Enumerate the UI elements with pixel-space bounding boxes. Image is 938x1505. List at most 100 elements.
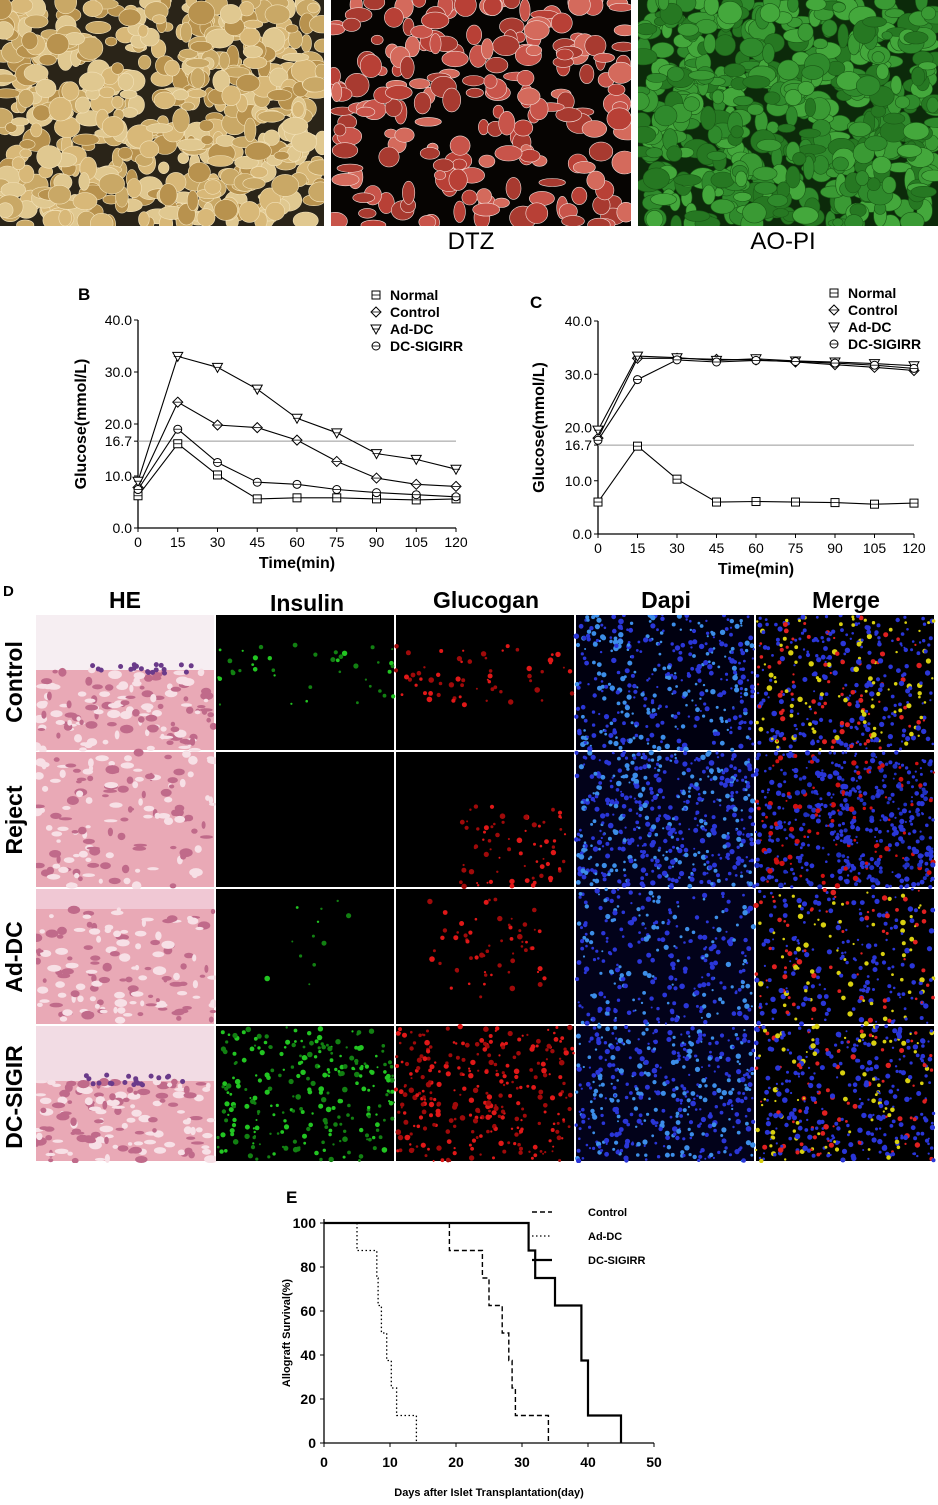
fluorescent-cell [589, 940, 594, 945]
fluorescent-cell [873, 843, 879, 849]
fluorescent-cell [779, 643, 783, 647]
islet-cluster [413, 91, 432, 115]
fluorescent-cell [711, 989, 714, 992]
glucose-chart-c: 0.010.016.720.030.040.00 15 30 45 60 75 90 105 1… [531, 285, 926, 578]
fluorescent-cell [914, 997, 918, 1001]
fluorescent-cell [291, 940, 294, 943]
fluorescent-cell [697, 621, 701, 625]
fluorescent-cell [674, 672, 677, 675]
islet-cluster [137, 24, 149, 38]
fluorescent-cell [817, 884, 823, 890]
fluorescent-cell [707, 664, 713, 670]
fluorescent-cell [687, 715, 691, 718]
fluorescent-cell [649, 996, 654, 1001]
fluorescent-cell [720, 753, 725, 757]
fluorescent-cell [671, 827, 676, 832]
fluorescent-cell [358, 1159, 361, 1162]
fluorescent-cell [390, 664, 395, 669]
tissue-cell [70, 1131, 76, 1135]
islet-cluster [48, 96, 73, 122]
fluorescent-cell [890, 722, 894, 726]
tissue-cell [138, 798, 143, 806]
fluorescent-cell [788, 650, 794, 656]
tissue-cell [126, 1117, 136, 1123]
fluorescent-cell [711, 854, 714, 857]
tissue-cell [122, 1097, 130, 1103]
fluorescent-cell [899, 787, 904, 792]
fluorescent-cell [622, 868, 626, 872]
fluorescent-cell [623, 860, 626, 864]
fluorescent-cell [919, 835, 925, 841]
islet-cluster [82, 0, 103, 18]
fluorescent-cell [743, 958, 748, 964]
islet-cluster [46, 33, 70, 55]
fluorescent-cell [605, 853, 611, 859]
tissue-cell [131, 1109, 142, 1117]
fluorescent-cell [666, 1001, 670, 1005]
fluorescent-cell [816, 739, 820, 743]
tissue-cell [163, 976, 168, 983]
islet-cluster [101, 116, 125, 138]
fluorescent-cell [837, 947, 840, 950]
fluorescent-cell [747, 766, 753, 772]
fluorescent-cell [841, 902, 844, 906]
tissue-cell [36, 1132, 43, 1141]
fluorescent-cell [759, 642, 763, 645]
islet-cluster [571, 186, 588, 205]
islet-cluster [703, 33, 716, 54]
fluorescent-cell [609, 799, 615, 805]
fluorescent-cell [585, 938, 590, 943]
fluorescent-cell [802, 822, 806, 826]
fluorescent-cell [811, 755, 818, 762]
fluorescent-cell [603, 714, 610, 720]
fluorescent-cell [815, 818, 821, 824]
fluorescent-cell [642, 752, 646, 756]
tissue-cell [133, 1090, 138, 1095]
fluorescent-cell [217, 676, 221, 679]
islet-cluster [519, 149, 541, 163]
fluorescent-cell [712, 999, 717, 1004]
tissue-cell [113, 1006, 118, 1014]
fluorescent-cell [531, 822, 537, 828]
fluorescent-cell [375, 1054, 378, 1058]
fluorescent-cell [659, 631, 664, 635]
tissue-cell [49, 778, 61, 783]
fluorescent-cell [881, 929, 886, 933]
fluorescent-cell [611, 615, 617, 620]
fluorescent-cell [531, 876, 535, 880]
tissue-cell [78, 876, 83, 882]
fluorescent-cell [924, 851, 930, 857]
fluorescent-cell [782, 636, 787, 641]
islet-cluster [117, 72, 134, 91]
fluorescent-cell [771, 895, 775, 899]
fluorescent-cell [254, 1125, 260, 1131]
fluorescent-cell [654, 767, 657, 770]
fluorescent-cell [894, 874, 898, 878]
fluorescent-cell [646, 707, 650, 712]
islet-cluster [567, 0, 591, 16]
fluorescent-cell [483, 899, 489, 905]
fluorescent-cell [388, 1100, 391, 1103]
fluorescent-cell [644, 815, 650, 820]
islet-nucleus [90, 663, 96, 669]
islet-cluster [418, 215, 437, 226]
fluorescent-cell [719, 804, 722, 807]
fluorescent-cell [916, 662, 922, 669]
fluorescent-cell [716, 798, 719, 801]
tissue-cell [130, 991, 144, 997]
fluorescent-cell [779, 860, 785, 867]
y-tick-label: 16.7 [105, 433, 132, 449]
fluorescent-cell [295, 906, 299, 909]
tissue-cell [200, 835, 213, 839]
fluorescent-cell [863, 1021, 869, 1027]
fluorescent-cell [785, 645, 789, 649]
fluorescent-cell [381, 1049, 385, 1053]
fluorescent-cell [755, 839, 761, 845]
fluorescent-cell [580, 939, 585, 944]
tissue-cell [66, 882, 78, 889]
fluorescent-cell [715, 705, 719, 709]
fluorescent-cell [703, 819, 706, 822]
fluorescent-cell [486, 881, 489, 884]
fluorescent-cell [780, 731, 785, 737]
fluorescent-cell [743, 864, 747, 868]
